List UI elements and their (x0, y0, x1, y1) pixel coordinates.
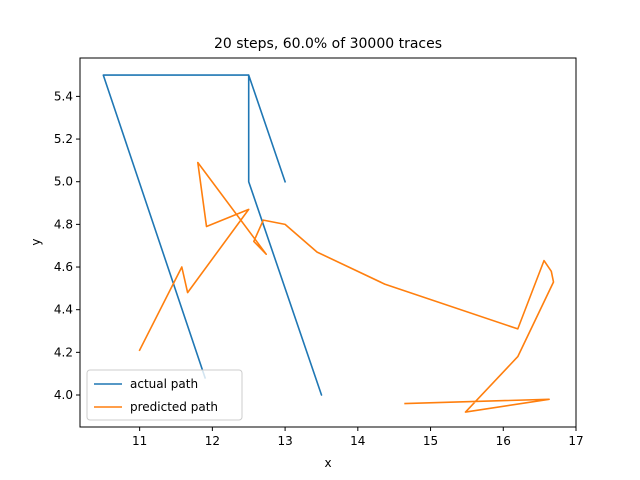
axes-frame (79, 57, 577, 428)
series-line-predicted-path (138, 161, 555, 413)
x-tick-label: 12 (205, 434, 220, 448)
y-tick-label: 4.4 (54, 303, 73, 317)
y-tick-label: 5.2 (54, 132, 73, 146)
y-axis: 4.0 4.2 4.4 4.6 4.8 5.0 5.2 5.4 (54, 89, 80, 402)
y-tick-label: 4.6 (54, 260, 73, 274)
x-tick-label: 11 (132, 434, 147, 448)
chart-title: 20 steps, 60.0% of 30000 traces (214, 36, 442, 52)
legend-label-predicted: predicted path (130, 400, 218, 414)
x-tick-label: 17 (568, 434, 583, 448)
y-tick-label: 4.8 (54, 217, 73, 231)
series-line-actual-path (102, 74, 323, 396)
y-tick-label: 5.4 (54, 89, 73, 103)
legend-label-actual: actual path (130, 377, 198, 391)
y-axis-label: y (29, 238, 43, 245)
x-tick-label: 14 (350, 434, 365, 448)
y-tick-label: 4.0 (54, 388, 73, 402)
legend: actual path predicted path (86, 369, 243, 421)
x-tick-label: 13 (277, 434, 292, 448)
legend-box (86, 369, 243, 421)
y-tick-label: 4.2 (54, 345, 73, 359)
x-axis-label: x (324, 456, 331, 470)
x-tick-label: 16 (496, 434, 511, 448)
x-tick-label: 15 (423, 434, 438, 448)
plot-area (102, 74, 555, 413)
x-axis: 11 12 13 14 15 16 17 (132, 427, 584, 448)
y-tick-label: 5.0 (54, 175, 73, 189)
